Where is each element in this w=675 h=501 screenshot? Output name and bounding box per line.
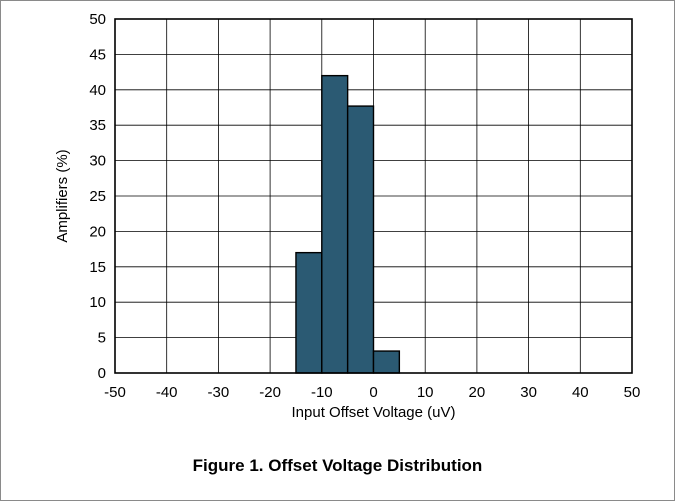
x-tick-label: -10	[311, 384, 333, 401]
x-tick-labels: -50 -40 -30 -20 -10 0 10 20 30 40 50	[104, 384, 640, 401]
y-tick-label: 0	[98, 365, 106, 382]
histogram-bar	[321, 74, 349, 374]
y-tick-label: 30	[89, 153, 106, 170]
y-tick-label: 15	[89, 259, 106, 276]
y-tick-labels: 0 5 10 15 20 25 30 35 40 45 50	[89, 11, 106, 382]
y-tick-label: 10	[89, 294, 106, 311]
histogram-bar	[346, 105, 375, 374]
x-tick-label: 50	[624, 384, 641, 401]
x-tick-label: -40	[156, 384, 178, 401]
y-tick-label: 20	[89, 223, 106, 240]
histogram-bar	[372, 350, 401, 374]
plot-area-border	[114, 18, 633, 374]
x-axis-label: Input Offset Voltage (uV)	[292, 404, 456, 421]
x-tick-label: -30	[208, 384, 230, 401]
y-tick-label: 40	[89, 82, 106, 99]
y-tick-label: 50	[89, 11, 106, 28]
histogram-bar	[295, 251, 323, 374]
y-axis-label: Amplifiers (%)	[54, 149, 71, 242]
x-tick-label: 20	[469, 384, 486, 401]
y-tick-label: 5	[98, 330, 106, 347]
x-tick-label: 40	[572, 384, 589, 401]
x-tick-label: -20	[259, 384, 281, 401]
bars	[295, 74, 401, 374]
x-tick-label: 0	[369, 384, 377, 401]
figure-caption: Figure 1. Offset Voltage Distribution	[192, 456, 483, 475]
x-tick-label: 30	[520, 384, 537, 401]
x-tick-label: -50	[104, 384, 126, 401]
y-tick-label: 45	[89, 46, 106, 63]
histogram-chart: -50 -40 -30 -20 -10 0 10 20 30 40 50 0 5 10 15 20 25 30 3…	[54, 11, 640, 421]
y-tick-label: 35	[89, 117, 106, 134]
x-tick-label: 10	[417, 384, 434, 401]
y-tick-label: 25	[89, 188, 106, 205]
